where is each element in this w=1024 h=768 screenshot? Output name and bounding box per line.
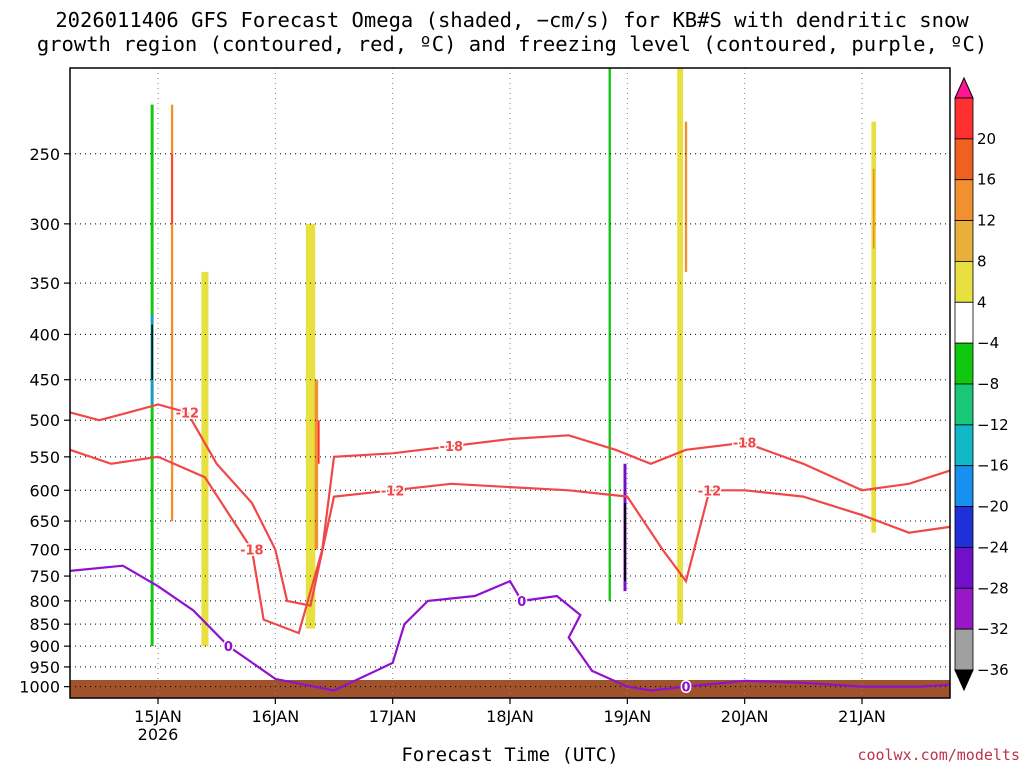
y-tick-label-800: 800 bbox=[29, 592, 60, 611]
colorbar-label-13: −36 bbox=[977, 661, 1009, 679]
omega-cell-12 bbox=[677, 68, 684, 625]
chart-title: 2026011406 GFS Forecast Omega (shaded, −… bbox=[36, 8, 988, 56]
y-tick-label-250: 250 bbox=[29, 145, 60, 164]
colorbar-swatch-2 bbox=[954, 138, 974, 181]
x-tick-label-18JAN: 18JAN bbox=[486, 707, 534, 726]
grid-lines bbox=[70, 68, 950, 698]
colorbar-swatch-5 bbox=[954, 261, 974, 303]
colorbar-swatch-11 bbox=[954, 506, 974, 548]
colorbar-swatch-9 bbox=[954, 424, 974, 467]
omega-cell-11 bbox=[624, 502, 626, 582]
x-tick-label-16JAN: 16JAN bbox=[251, 707, 299, 726]
x-tick-label-19JAN: 19JAN bbox=[603, 707, 651, 726]
colorbar-swatch-8 bbox=[954, 383, 974, 426]
y-tick-label-500: 500 bbox=[29, 411, 60, 430]
y-tick-label-450: 450 bbox=[29, 371, 60, 390]
omega-cell-8 bbox=[317, 420, 320, 464]
colorbar-label-3: 8 bbox=[977, 252, 987, 270]
omega-cell-9 bbox=[608, 68, 611, 601]
dgz-contour-label-1-1: -18 bbox=[440, 440, 464, 455]
omega-cell-14 bbox=[871, 121, 877, 533]
colorbar-bottom-arrow bbox=[954, 669, 974, 692]
colorbar-swatch-3 bbox=[954, 179, 974, 221]
colorbar-swatch-14 bbox=[954, 628, 974, 671]
x-tick-label-17JAN: 17JAN bbox=[369, 707, 417, 726]
y-axis: 250 300 350 400 450 500 550 600 650 700 750 800 850 9… bbox=[19, 145, 70, 697]
dgz-contour-label-1-2: -18 bbox=[733, 437, 757, 452]
omega-cell-2 bbox=[151, 324, 153, 380]
dgz-contour-0 bbox=[70, 403, 950, 607]
y-tick-label-550: 550 bbox=[29, 448, 60, 467]
colorbar-label-11: −28 bbox=[977, 579, 1009, 597]
y-tick-label-750: 750 bbox=[29, 567, 60, 586]
omega-cell-6 bbox=[305, 223, 316, 629]
colorbar-label-7: −12 bbox=[977, 416, 1009, 434]
dgz-contour-label-0-0: -12 bbox=[176, 406, 200, 421]
colorbar-label-10: −24 bbox=[977, 538, 1009, 556]
colorbar-label-9: −20 bbox=[977, 498, 1009, 516]
dgz-contour-1 bbox=[70, 434, 950, 635]
dgz-contour-label-0-1: -12 bbox=[381, 484, 405, 499]
omega-cell-7 bbox=[314, 379, 319, 550]
y-tick-label-850: 850 bbox=[29, 615, 60, 634]
y-tick-label-700: 700 bbox=[29, 541, 60, 560]
omega-cell-3 bbox=[170, 104, 174, 522]
colorbar-swatch-4 bbox=[954, 220, 974, 262]
colorbar-swatch-10 bbox=[954, 465, 974, 507]
omega-cell-15 bbox=[872, 168, 875, 249]
omega-shading bbox=[150, 68, 877, 647]
colorbar-label-5: −4 bbox=[977, 334, 999, 352]
y-tick-label-650: 650 bbox=[29, 512, 60, 531]
freezing-contour-label-0-0: 0 bbox=[224, 640, 233, 655]
dgz-contour-label-1-0: -18 bbox=[240, 544, 264, 559]
colorbar-label-8: −16 bbox=[977, 457, 1009, 475]
colorbar-label-1: 16 bbox=[977, 171, 996, 189]
contour-lines: -12 -12 -12 -18 -18 -18 0 0 0 bbox=[70, 403, 950, 697]
y-tick-label-1000: 1000 bbox=[19, 678, 60, 697]
colorbar-swatch-12 bbox=[954, 547, 974, 589]
dgz-contour-label-0-2: -12 bbox=[698, 484, 722, 499]
y-tick-label-900: 900 bbox=[29, 637, 60, 656]
colorbar-label-12: −32 bbox=[977, 620, 1009, 638]
freezing-contour-label-0-2: 0 bbox=[681, 681, 690, 696]
credit-link[interactable]: coolwx.com/modelts bbox=[857, 746, 1020, 764]
colorbar-label-4: 4 bbox=[977, 293, 987, 311]
x-tick-label-15JAN: 15JAN bbox=[134, 707, 182, 726]
omega-cell-5 bbox=[201, 271, 209, 647]
y-tick-label-400: 400 bbox=[29, 325, 60, 344]
y-tick-label-350: 350 bbox=[29, 274, 60, 293]
colorbar-swatch-1 bbox=[954, 97, 974, 140]
colorbar-label-0: 20 bbox=[977, 130, 996, 148]
colorbar-label-6: −8 bbox=[977, 375, 999, 393]
colorbar-label-2: 12 bbox=[977, 212, 996, 230]
colorbar-swatch-7 bbox=[954, 342, 974, 385]
colorbar-top-arrow bbox=[954, 76, 974, 99]
colorbar-swatch-13 bbox=[954, 587, 974, 630]
y-tick-label-950: 950 bbox=[29, 658, 60, 677]
y-tick-label-600: 600 bbox=[29, 481, 60, 500]
y-tick-label-300: 300 bbox=[29, 215, 60, 234]
omega-cell-13 bbox=[684, 121, 688, 272]
x-tick-label-21JAN: 21JAN bbox=[838, 707, 886, 726]
x-tick-sublabel-15JAN: 2026 bbox=[138, 725, 179, 744]
x-tick-label-20JAN: 20JAN bbox=[721, 707, 769, 726]
x-axis-label: Forecast Time (UTC) bbox=[401, 744, 619, 766]
omega-cell-4 bbox=[171, 153, 173, 224]
colorbar: 20 16 12 8 4 −4 −8 −12 −16 −20 −24 −28 −32 −36 bbox=[954, 76, 1009, 692]
freezing-contour-label-0-1: 0 bbox=[517, 595, 526, 610]
colorbar-swatch-6 bbox=[954, 301, 974, 344]
freezing-contour-0 bbox=[70, 564, 950, 692]
